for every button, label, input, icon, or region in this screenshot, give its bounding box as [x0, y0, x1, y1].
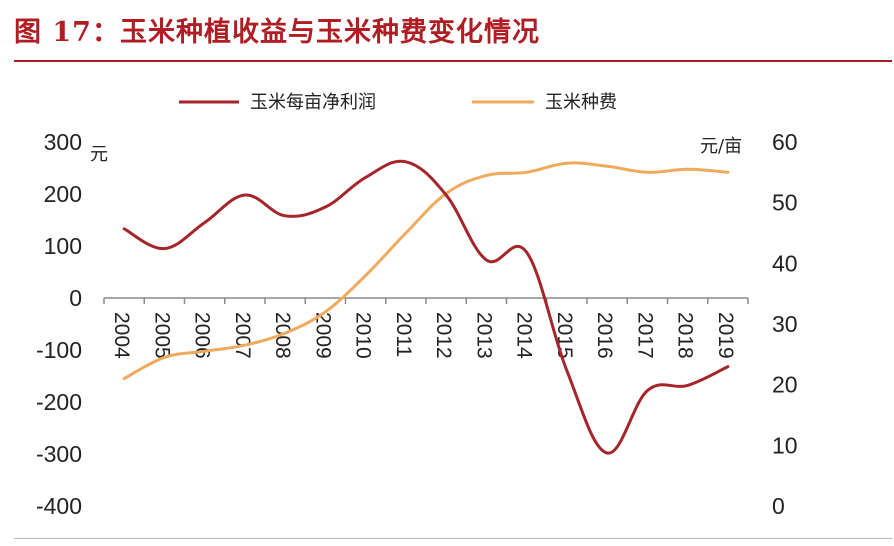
right-tick-label: 0	[772, 493, 785, 519]
x-tick-label: 2009	[311, 312, 334, 359]
net-profit-line	[122, 159, 730, 455]
left-tick-label: -300	[36, 441, 82, 467]
x-tick-label: 2010	[352, 312, 375, 359]
right-tick-label: 60	[772, 129, 798, 155]
x-axis	[103, 297, 749, 304]
left-tick-label: 100	[44, 233, 82, 259]
x-tick-label: 2014	[513, 312, 536, 359]
left-tick-label: 300	[44, 129, 82, 155]
left-tick-label: -200	[36, 389, 82, 415]
right-tick-label: 10	[772, 432, 798, 458]
left-axis-ticks: 300 200 100 0 -100 -200 -300 -400	[36, 129, 82, 519]
figure-title: 图 17：玉米种植收益与玉米种费变化情况	[14, 17, 540, 48]
left-tick-label: 200	[44, 181, 82, 207]
title-divider	[14, 60, 892, 62]
x-tick-label: 2016	[593, 312, 616, 359]
x-tick-label: 2019	[714, 312, 737, 359]
x-tick-label: 2007	[231, 312, 254, 359]
seed-cost-line	[122, 161, 730, 381]
left-axis-unit: 元	[90, 144, 108, 165]
right-tick-label: 20	[772, 372, 798, 398]
right-tick-label: 30	[772, 311, 798, 337]
left-tick-label: -400	[36, 493, 82, 519]
x-tick-label: 2013	[472, 312, 495, 359]
legend-seed-label: 玉米种费	[545, 92, 617, 113]
x-tick-label: 2012	[432, 312, 455, 359]
x-tick-label: 2004	[110, 312, 133, 359]
right-axis-ticks: 60 50 40 30 20 10 0	[772, 129, 798, 519]
x-tick-label: 2006	[191, 312, 214, 359]
right-axis-unit: 元/亩	[700, 136, 742, 157]
x-tick-label: 2005	[150, 312, 173, 359]
legend-profit-label: 玉米每亩净利润	[250, 92, 376, 113]
legend: 玉米每亩净利润 玉米种费	[179, 92, 617, 113]
bottom-divider	[14, 538, 892, 539]
right-tick-label: 40	[772, 250, 798, 276]
left-tick-label: -100	[36, 337, 82, 363]
x-tick-label: 2011	[392, 312, 415, 357]
x-tick-label: 2018	[674, 312, 697, 359]
left-tick-label: 0	[69, 285, 82, 311]
right-tick-label: 50	[772, 190, 798, 216]
x-tick-label: 2017	[633, 312, 656, 359]
